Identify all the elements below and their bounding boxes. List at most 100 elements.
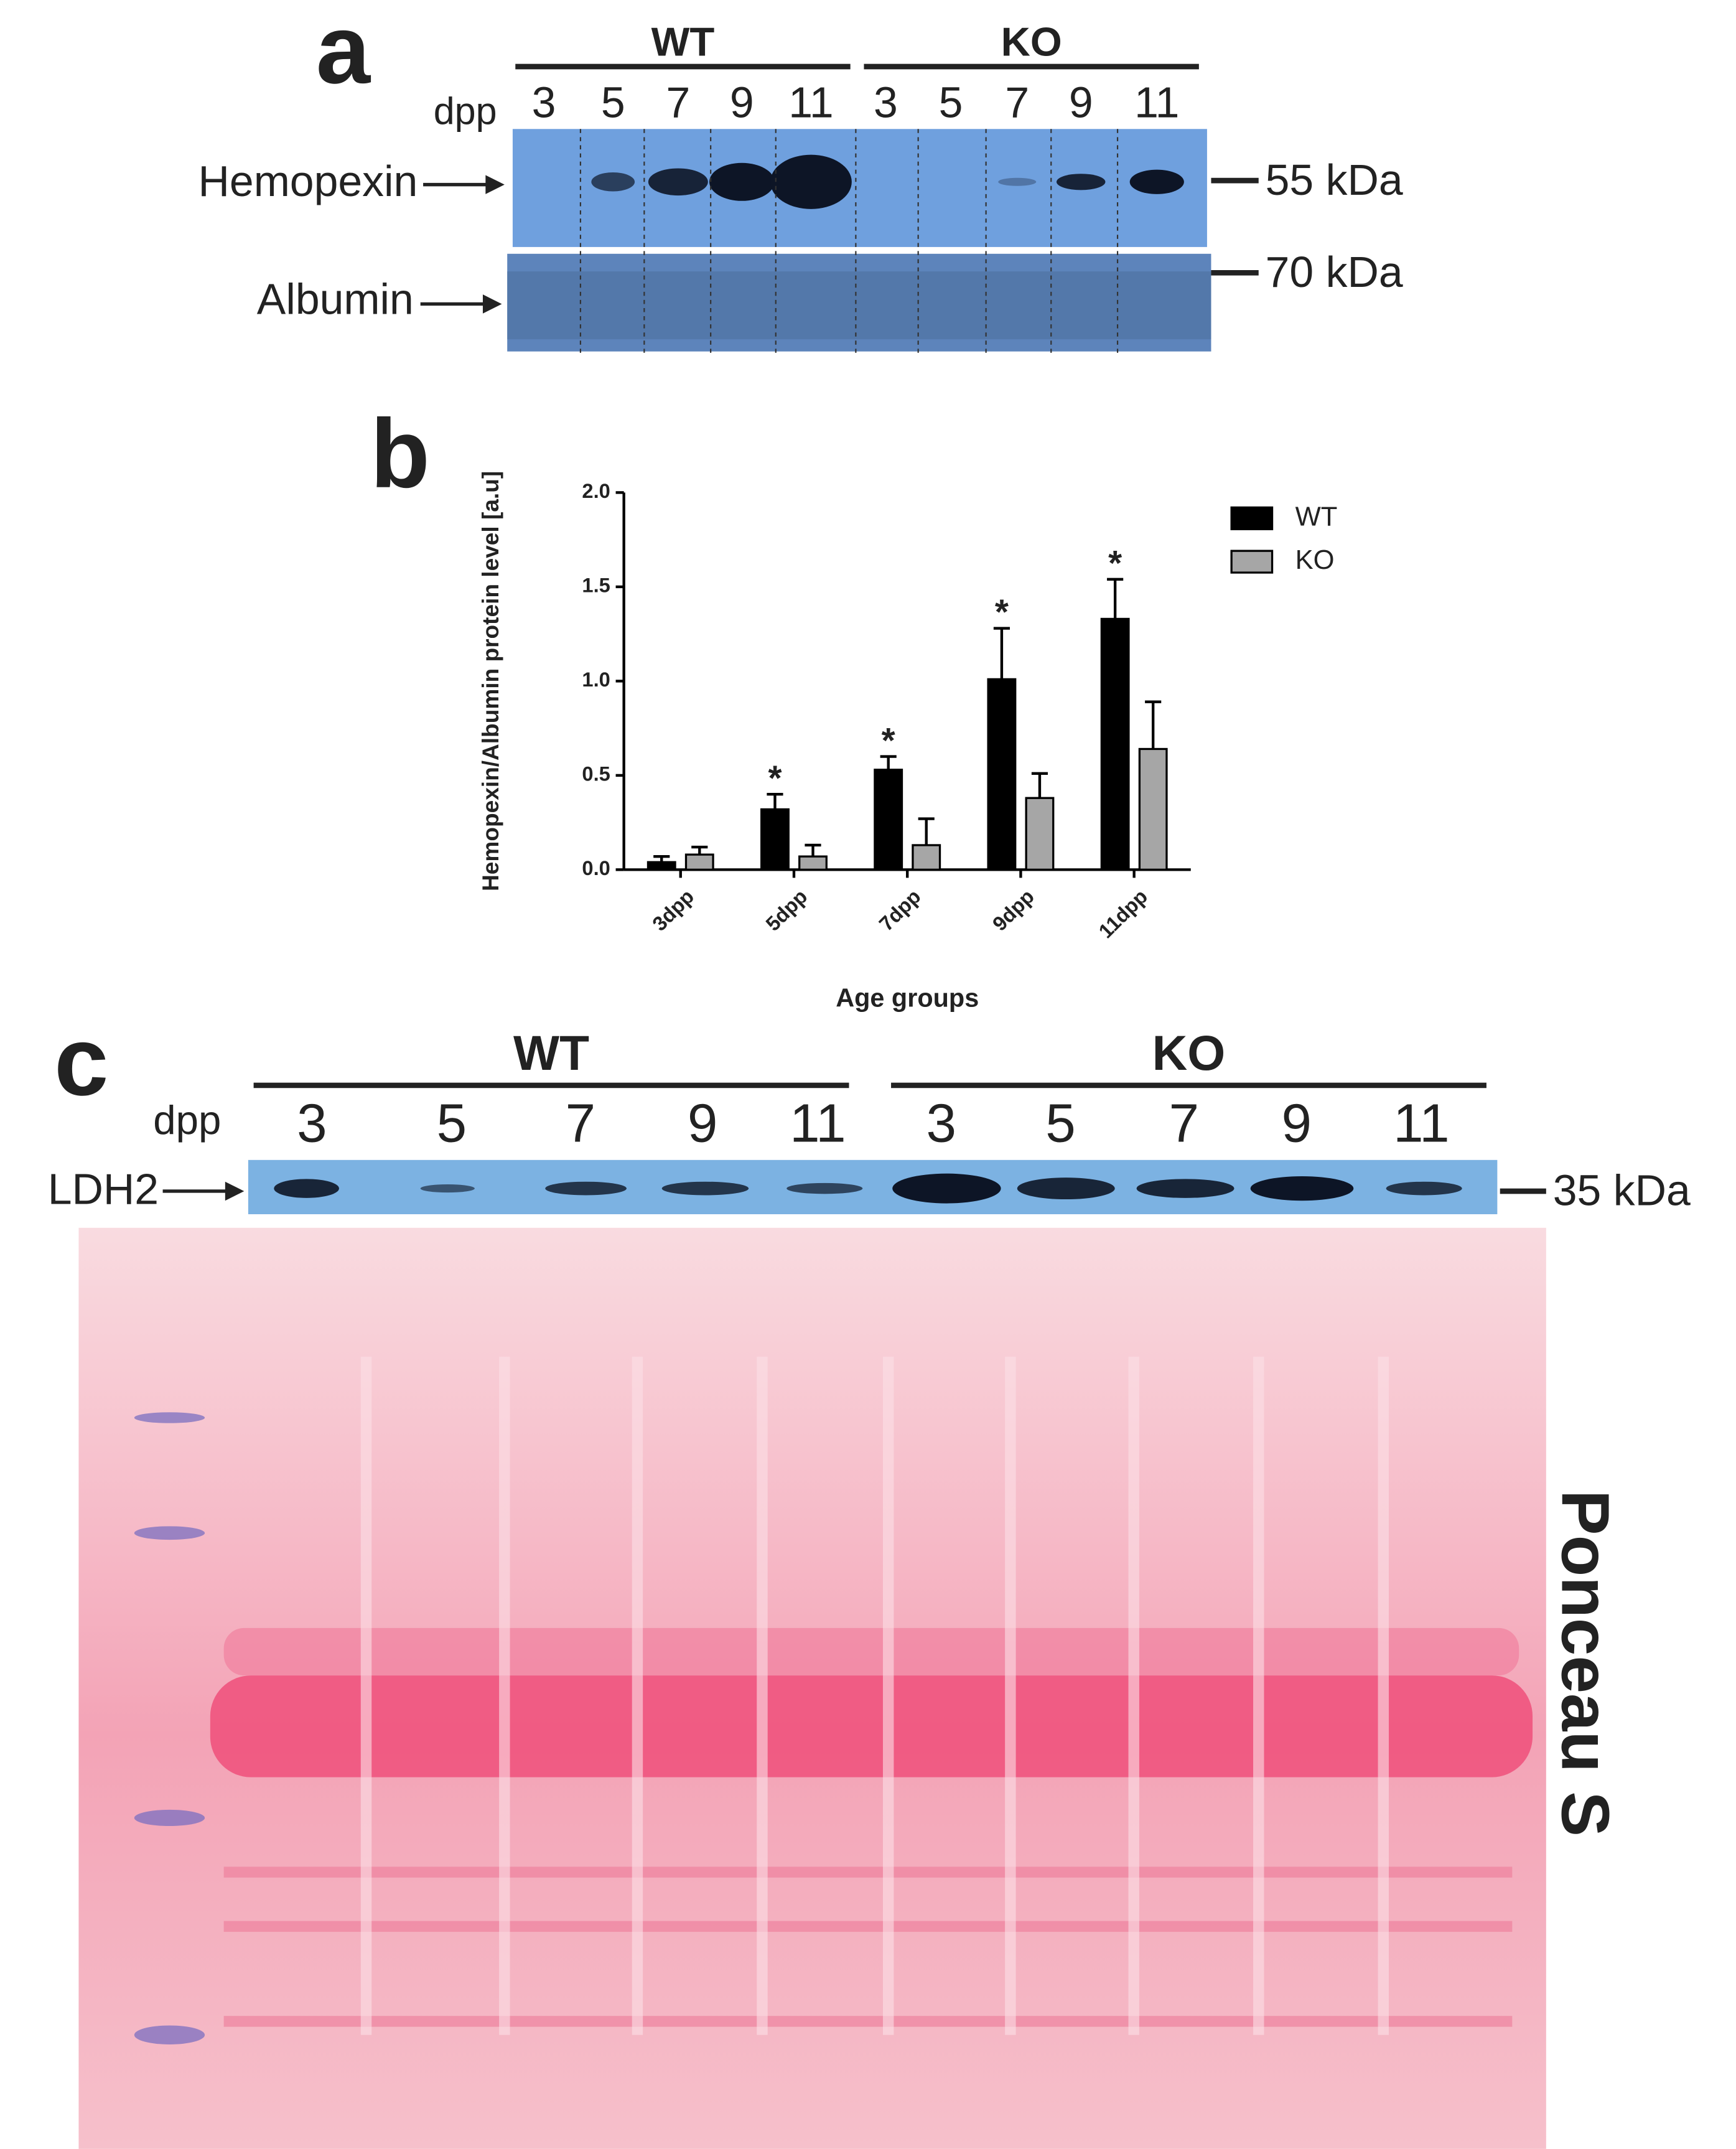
ldh2-band: [892, 1173, 1001, 1204]
main-band: [210, 1675, 1533, 1777]
error-bar: [653, 854, 670, 863]
error-bar: [1031, 772, 1048, 798]
legend-label: WT: [1295, 502, 1338, 531]
lane-label: 9: [688, 1093, 717, 1154]
x-axis-label: Age groups: [836, 984, 979, 1013]
ldh2-band: [786, 1182, 863, 1194]
y-tick-label: 2.0: [582, 479, 610, 502]
group-label: KO: [1152, 1026, 1226, 1080]
lane-gap: [1378, 1356, 1389, 2035]
lane-gap: [1128, 1356, 1139, 2035]
bar: [987, 678, 1017, 871]
ldh2-band: [545, 1181, 627, 1196]
minor-band: [223, 1866, 1513, 1878]
error-bar: [993, 627, 1010, 680]
lane-label: 11: [1393, 1093, 1449, 1154]
lane-label: 5: [939, 78, 963, 127]
minor-band: [223, 1921, 1513, 1932]
lane-gap: [499, 1356, 510, 2035]
lane-label: 5: [1045, 1093, 1075, 1154]
lane-label: 7: [1169, 1093, 1199, 1154]
y-tick-label: 1.0: [582, 668, 610, 691]
lane-label: 3: [297, 1093, 327, 1154]
panel-label: c: [54, 1007, 108, 1116]
lane-label: 9: [1282, 1093, 1312, 1154]
arrow-head: [225, 1181, 245, 1201]
row-label: Albumin: [257, 275, 414, 324]
bar: [798, 855, 828, 871]
error-bar: [880, 755, 897, 770]
bar: [684, 853, 714, 871]
hemopexin-band: [1129, 169, 1184, 194]
lane-label: 9: [730, 78, 754, 127]
panel-label: b: [370, 400, 430, 508]
lane-label: 3: [874, 78, 898, 127]
error-bar: [1107, 578, 1124, 619]
panel-label: a: [316, 0, 371, 104]
legend-swatch: [1230, 506, 1274, 530]
hemopexin-band: [998, 177, 1037, 186]
error-bar: [918, 817, 935, 845]
ladder-band: [134, 2025, 205, 2044]
lane-label: 7: [566, 1093, 595, 1154]
ladder-band: [134, 1809, 205, 1827]
ladder-band: [134, 1526, 205, 1540]
lane-gap: [1253, 1356, 1264, 2035]
significance-mark: *: [882, 721, 895, 761]
legend-swatch: [1230, 550, 1274, 574]
bar: [1025, 797, 1055, 871]
row-label: Hemopexin: [198, 157, 418, 205]
lane-label: 11: [1134, 78, 1179, 127]
arrow-head: [485, 175, 505, 194]
x-tick-label: 11dpp: [1094, 884, 1152, 942]
group-label: WT: [651, 19, 715, 64]
lane-gap: [757, 1356, 768, 2035]
x-tick-label: 3dpp: [648, 884, 698, 935]
hemopexin-band: [770, 154, 852, 209]
y-tick-label: 0.5: [582, 762, 610, 785]
albumin-band: [507, 271, 1211, 340]
hemopexin-band: [1056, 174, 1106, 190]
main-band-top: [223, 1627, 1519, 1676]
x-tick-label: 9dpp: [988, 884, 1038, 935]
lane-label: 11: [788, 78, 833, 127]
x-tick-label: 7dpp: [874, 884, 925, 935]
error-bar: [691, 845, 708, 855]
lane-label: 7: [666, 78, 690, 127]
marker-label: 70 kDa: [1266, 248, 1403, 296]
ldh2-band: [1250, 1176, 1354, 1201]
y-tick-label: 0.0: [582, 856, 610, 879]
lane-label: 5: [437, 1093, 467, 1154]
lane-label: 7: [1005, 78, 1029, 127]
lane-gap: [1005, 1356, 1016, 2035]
ladder-band: [134, 1412, 205, 1423]
lane-label: 3: [926, 1093, 956, 1154]
error-bar: [767, 792, 783, 810]
group-label: WT: [513, 1026, 589, 1080]
bar: [646, 861, 676, 871]
hemopexin-band: [591, 172, 635, 192]
bar: [1100, 617, 1130, 871]
lane-label: 9: [1069, 78, 1093, 127]
y-axis-label: Hemopexin/Albumin protein level [a.u]: [477, 471, 503, 891]
group-label: KO: [1001, 19, 1062, 64]
error-bar: [805, 843, 821, 857]
lane-label: 3: [532, 78, 556, 127]
minor-band: [223, 2016, 1513, 2027]
marker-label: 55 kDa: [1266, 156, 1403, 204]
y-tick-label: 1.5: [582, 574, 610, 597]
ldh2-band: [274, 1179, 339, 1198]
lane-label: 5: [601, 78, 625, 127]
lane-gap: [882, 1356, 894, 2035]
lane-gap: [360, 1356, 372, 2035]
significance-mark: *: [768, 759, 782, 798]
hemopexin-band: [709, 162, 775, 201]
ldh2-band: [420, 1184, 475, 1193]
ldh2-band: [1017, 1178, 1115, 1200]
ldh2-band: [661, 1181, 749, 1196]
hemopexin-band: [648, 168, 708, 196]
bar: [1138, 747, 1168, 871]
stain-label: Ponceau S: [1547, 1490, 1623, 1837]
significance-mark: *: [995, 593, 1009, 632]
